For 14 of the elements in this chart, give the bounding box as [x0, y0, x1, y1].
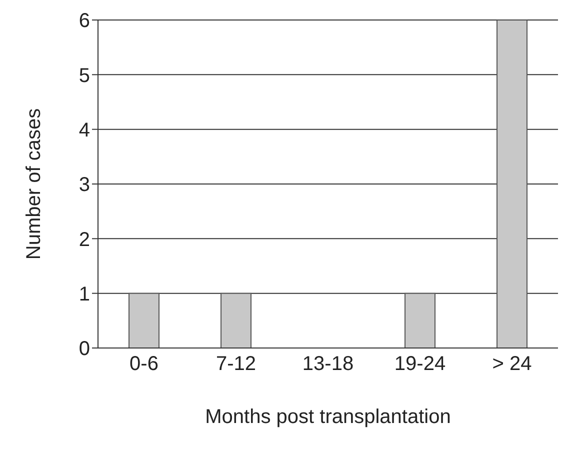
y-tick-label: 1	[78, 283, 90, 306]
y-tick-label: 5	[78, 64, 90, 87]
x-tick-label: 7-12	[216, 353, 256, 376]
y-tick-label: 4	[78, 119, 90, 142]
x-tick-label: > 24	[492, 353, 532, 376]
x-tick-label: 13-18	[302, 353, 354, 376]
y-tick-label: 3	[78, 174, 90, 196]
x-tick-label: 0-6	[130, 353, 158, 376]
y-tick-label: 2	[78, 228, 90, 251]
y-axis-title: Number of cases	[23, 108, 46, 260]
x-tick-label: 19-24	[394, 353, 446, 376]
y-tick-label: 6	[78, 10, 90, 32]
x-axis-title: Months post transplantation	[205, 406, 451, 428]
y-tick-label: 0	[78, 338, 90, 360]
